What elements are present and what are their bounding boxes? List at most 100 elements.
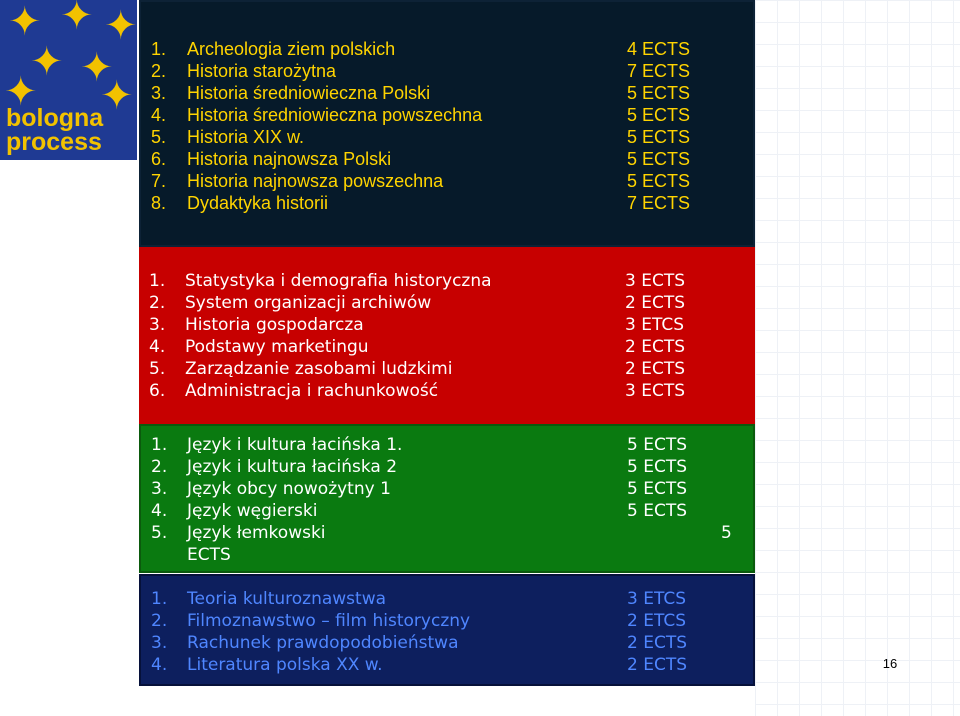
course-row: 1. Archeologia ziem polskich 4 ECTS [151, 38, 753, 60]
row-number: 1. [151, 589, 168, 609]
course-name: Historia starożytna [187, 61, 337, 81]
ects-value: 2 ECTS [627, 655, 688, 675]
row-number: 1. [149, 271, 166, 291]
row-number: 2. [149, 293, 166, 313]
course-row: 6. Historia najnowsza Polski 5 ECTS [151, 148, 753, 170]
ects-value: 3 ECTS [625, 381, 686, 401]
ects-value: 5 [721, 523, 732, 543]
star-icon: ✦ [104, 3, 137, 49]
course-row: 8. Dydaktyka historii 7 ECTS [151, 192, 753, 214]
ects-value: 4 ECTS [627, 39, 691, 59]
row-number: 1. [151, 435, 168, 455]
star-icon: ✦ [8, 0, 42, 45]
row-number: 5. [149, 359, 166, 379]
ects-value: 5 ECTS [627, 105, 691, 125]
course-row: 3. Rachunek prawdopodobieństwa 2 ECTS [151, 632, 753, 654]
course-name: System organizacji archiwów [185, 293, 432, 313]
row-number: 3. [151, 479, 168, 499]
star-icon: ✦ [60, 0, 94, 39]
ects-value: 5 ECTS [627, 171, 691, 191]
ects-value: 7 ECTS [627, 61, 691, 81]
elective-section-red: 1. Statystyka i demografia historyczna 3 E… [139, 247, 755, 424]
course-name: Język i kultura łacińska 1. [187, 435, 403, 455]
course-name: Teoria kulturoznawstwa [187, 589, 387, 609]
course-row: 4. Podstawy marketingu 2 ECTS [149, 336, 755, 358]
row-number: 3. [149, 315, 166, 335]
ects-value: 2 ECTS [625, 293, 686, 313]
core-history-section: 1. Archeologia ziem polskich 4 ECTS 2. Hist… [139, 0, 755, 247]
row-number: 4. [151, 501, 168, 521]
ects-continuation: ECTS [187, 545, 231, 565]
course-name: Filmoznawstwo – film historyczny [187, 611, 471, 631]
ects-value: 2 ETCS [627, 611, 687, 631]
ects-value: 3 ECTS [625, 271, 686, 291]
row-number: 6. [151, 149, 167, 169]
course-name: Historia gospodarcza [185, 315, 364, 335]
ects-value: 5 ECTS [627, 149, 691, 169]
ects-value: 5 ECTS [627, 457, 688, 477]
row-number: 2. [151, 61, 167, 81]
course-name: Historia średniowieczna Polski [187, 83, 431, 103]
ects-value: 3 ETCS [627, 589, 687, 609]
course-row: 2. Historia starożytna 7 ECTS [151, 60, 753, 82]
course-name: Język obcy nowożytny 1 [187, 479, 391, 499]
row-number: 2. [151, 611, 168, 631]
course-row: 4. Historia średniowieczna powszechna 5 EC… [151, 104, 753, 126]
ects-value: 5 ECTS [627, 83, 691, 103]
course-row: 3. Język obcy nowożytny 1 5 ECTS [151, 478, 753, 500]
row-number: 4. [151, 655, 168, 675]
row-number: 5. [151, 127, 167, 147]
ects-value: 5 ECTS [627, 479, 688, 499]
course-row: 5. Historia XIX w. 5 ECTS [151, 126, 753, 148]
course-row: 3. Historia średniowieczna Polski 5 ECTS [151, 82, 753, 104]
course-row: 4. Literatura polska XX w. 2 ECTS [151, 654, 753, 676]
course-name: Historia najnowsza powszechna [187, 171, 444, 191]
row-number: 3. [151, 633, 168, 653]
bologna-process-logo: ✦ ✦ ✦ ✦ ✦ ✦ ✦ bologna process [0, 0, 137, 160]
logo-wordmark: bologna process [6, 106, 130, 158]
course-name: Język węgierski [187, 501, 318, 521]
course-name: Literatura polska XX w. [187, 655, 383, 675]
star-icon: ✦ [80, 45, 114, 91]
course-row: 3. Historia gospodarcza 3 ETCS [149, 314, 755, 336]
course-row: 2. System organizacji archiwów 2 ECTS [149, 292, 755, 314]
course-row: 1. Teoria kulturoznawstwa 3 ETCS [151, 588, 753, 610]
course-name: Historia najnowsza Polski [187, 149, 392, 169]
ects-value: 7 ECTS [627, 193, 691, 213]
star-icon: ✦ [4, 69, 38, 115]
ects-value: 2 ECTS [625, 359, 686, 379]
course-row: 5. Język łemkowski 5 [151, 522, 753, 544]
course-name: Archeologia ziem polskich [187, 39, 396, 59]
ects-value: 2 ECTS [627, 633, 688, 653]
course-row: 6. Administracja i rachunkowość 3 ECTS [149, 380, 755, 402]
course-name: Język łemkowski [187, 523, 326, 543]
course-name: Język i kultura łacińska 2 [187, 457, 398, 477]
course-row: 2. Język i kultura łacińska 2 5 ECTS [151, 456, 753, 478]
course-row: 4. Język węgierski 5 ECTS [151, 500, 753, 522]
course-row: 5. Zarządzanie zasobami ludzkimi 2 ECTS [149, 358, 755, 380]
course-row: 1. Język i kultura łacińska 1. 5 ECTS [151, 434, 753, 456]
row-number: 3. [151, 83, 167, 103]
ects-value: 5 ECTS [627, 501, 688, 521]
culture-section-blue: 1. Teoria kulturoznawstwa 3 ETCS 2. Filmozn… [139, 574, 755, 686]
language-section-green: 1. Język i kultura łacińska 1. 5 ECTS 2. Ję… [139, 424, 755, 573]
row-number: 4. [149, 337, 166, 357]
ects-value: 5 ECTS [627, 127, 691, 147]
course-name: Administracja i rachunkowość [185, 381, 439, 401]
course-name: Zarządzanie zasobami ludzkimi [185, 359, 453, 379]
row-number: 2. [151, 457, 168, 477]
row-number: 8. [151, 193, 167, 213]
star-icon: ✦ [100, 73, 134, 119]
ects-value: 3 ETCS [625, 315, 685, 335]
ects-value: 2 ECTS [625, 337, 686, 357]
row-number: 7. [151, 171, 167, 191]
course-name: Dydaktyka historii [187, 193, 329, 213]
course-name: Podstawy marketingu [185, 337, 369, 357]
course-name: Statystyka i demografia historyczna [185, 271, 492, 291]
course-name: Historia średniowieczna powszechna [187, 105, 483, 125]
course-row: 1. Statystyka i demografia historyczna 3 E… [149, 270, 755, 292]
ects-value: 5 ECTS [627, 435, 688, 455]
row-number: 5. [151, 523, 168, 543]
course-row: 7. Historia najnowsza powszechna 5 ECTS [151, 170, 753, 192]
row-number: 6. [149, 381, 166, 401]
